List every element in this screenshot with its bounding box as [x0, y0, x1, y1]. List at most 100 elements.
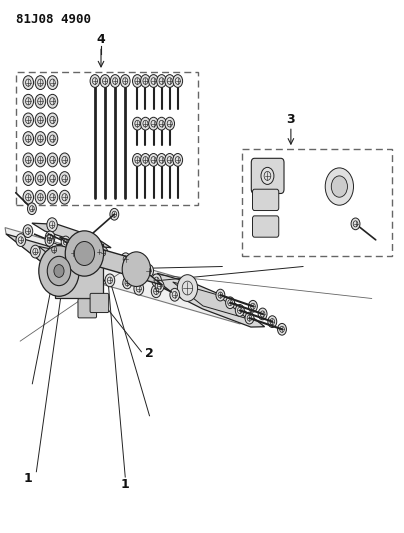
Text: 2: 2 — [145, 347, 154, 360]
Circle shape — [245, 312, 254, 324]
Circle shape — [23, 94, 34, 108]
Circle shape — [123, 277, 132, 289]
Circle shape — [235, 304, 244, 316]
Circle shape — [35, 190, 46, 204]
Circle shape — [165, 154, 175, 166]
Circle shape — [94, 245, 104, 258]
Circle shape — [133, 154, 142, 166]
Circle shape — [149, 154, 158, 166]
Circle shape — [133, 75, 142, 87]
Ellipse shape — [47, 256, 71, 286]
Circle shape — [30, 245, 40, 258]
Polygon shape — [32, 223, 111, 248]
Circle shape — [61, 236, 70, 248]
Circle shape — [351, 218, 360, 230]
Circle shape — [141, 154, 150, 166]
Polygon shape — [60, 237, 163, 285]
Ellipse shape — [54, 264, 64, 277]
FancyBboxPatch shape — [252, 216, 279, 237]
FancyBboxPatch shape — [251, 158, 284, 193]
Circle shape — [23, 172, 34, 185]
Circle shape — [59, 172, 70, 185]
Circle shape — [47, 190, 58, 204]
Circle shape — [47, 218, 57, 232]
Ellipse shape — [65, 231, 103, 276]
Circle shape — [157, 154, 166, 166]
Polygon shape — [39, 246, 76, 264]
Circle shape — [177, 274, 198, 301]
Ellipse shape — [39, 246, 79, 296]
Circle shape — [173, 154, 183, 166]
Circle shape — [35, 132, 46, 146]
Circle shape — [149, 117, 158, 130]
Circle shape — [331, 176, 347, 197]
FancyBboxPatch shape — [252, 189, 279, 211]
Circle shape — [325, 168, 354, 205]
Circle shape — [90, 75, 100, 87]
Circle shape — [59, 190, 70, 204]
Circle shape — [45, 231, 55, 244]
Circle shape — [47, 76, 58, 90]
Circle shape — [47, 94, 58, 108]
Circle shape — [23, 132, 34, 146]
Circle shape — [23, 76, 34, 90]
Circle shape — [165, 75, 175, 87]
Text: 1: 1 — [24, 472, 33, 486]
Circle shape — [165, 117, 175, 130]
Circle shape — [133, 117, 142, 130]
Circle shape — [47, 153, 58, 167]
Circle shape — [35, 76, 46, 90]
Circle shape — [45, 235, 54, 246]
Circle shape — [157, 75, 166, 87]
Circle shape — [23, 225, 33, 238]
Circle shape — [134, 282, 144, 295]
Circle shape — [99, 247, 108, 259]
Circle shape — [173, 75, 183, 87]
Circle shape — [27, 203, 36, 215]
Polygon shape — [157, 273, 265, 327]
Circle shape — [35, 153, 46, 167]
Circle shape — [16, 233, 25, 246]
Bar — [242, 149, 392, 256]
Text: 3: 3 — [286, 114, 295, 126]
Circle shape — [157, 117, 166, 130]
Ellipse shape — [122, 252, 151, 287]
Circle shape — [248, 301, 257, 312]
Circle shape — [261, 167, 274, 184]
Text: 4: 4 — [97, 34, 105, 46]
Circle shape — [120, 75, 130, 87]
Circle shape — [149, 75, 158, 87]
Circle shape — [152, 274, 162, 287]
Circle shape — [47, 172, 58, 185]
Circle shape — [47, 113, 58, 127]
Circle shape — [155, 280, 164, 292]
Circle shape — [225, 297, 234, 309]
Circle shape — [216, 289, 225, 301]
Circle shape — [170, 288, 180, 301]
Circle shape — [151, 285, 161, 297]
Circle shape — [121, 253, 130, 265]
Circle shape — [23, 190, 34, 204]
Circle shape — [23, 113, 34, 127]
Circle shape — [47, 132, 58, 146]
Polygon shape — [173, 282, 247, 319]
Circle shape — [59, 153, 70, 167]
Polygon shape — [6, 234, 105, 284]
Circle shape — [144, 264, 154, 277]
FancyBboxPatch shape — [90, 293, 109, 312]
Text: 81J08 4900: 81J08 4900 — [16, 13, 91, 26]
Polygon shape — [5, 228, 250, 324]
Text: 1: 1 — [121, 478, 130, 491]
Bar — [16, 72, 198, 205]
Circle shape — [23, 153, 34, 167]
Polygon shape — [55, 244, 103, 297]
Circle shape — [141, 75, 150, 87]
Circle shape — [141, 117, 150, 130]
Circle shape — [110, 208, 119, 220]
Circle shape — [35, 94, 46, 108]
FancyBboxPatch shape — [78, 298, 97, 318]
Circle shape — [68, 247, 78, 260]
Circle shape — [110, 75, 120, 87]
Circle shape — [258, 308, 267, 320]
Circle shape — [100, 75, 110, 87]
